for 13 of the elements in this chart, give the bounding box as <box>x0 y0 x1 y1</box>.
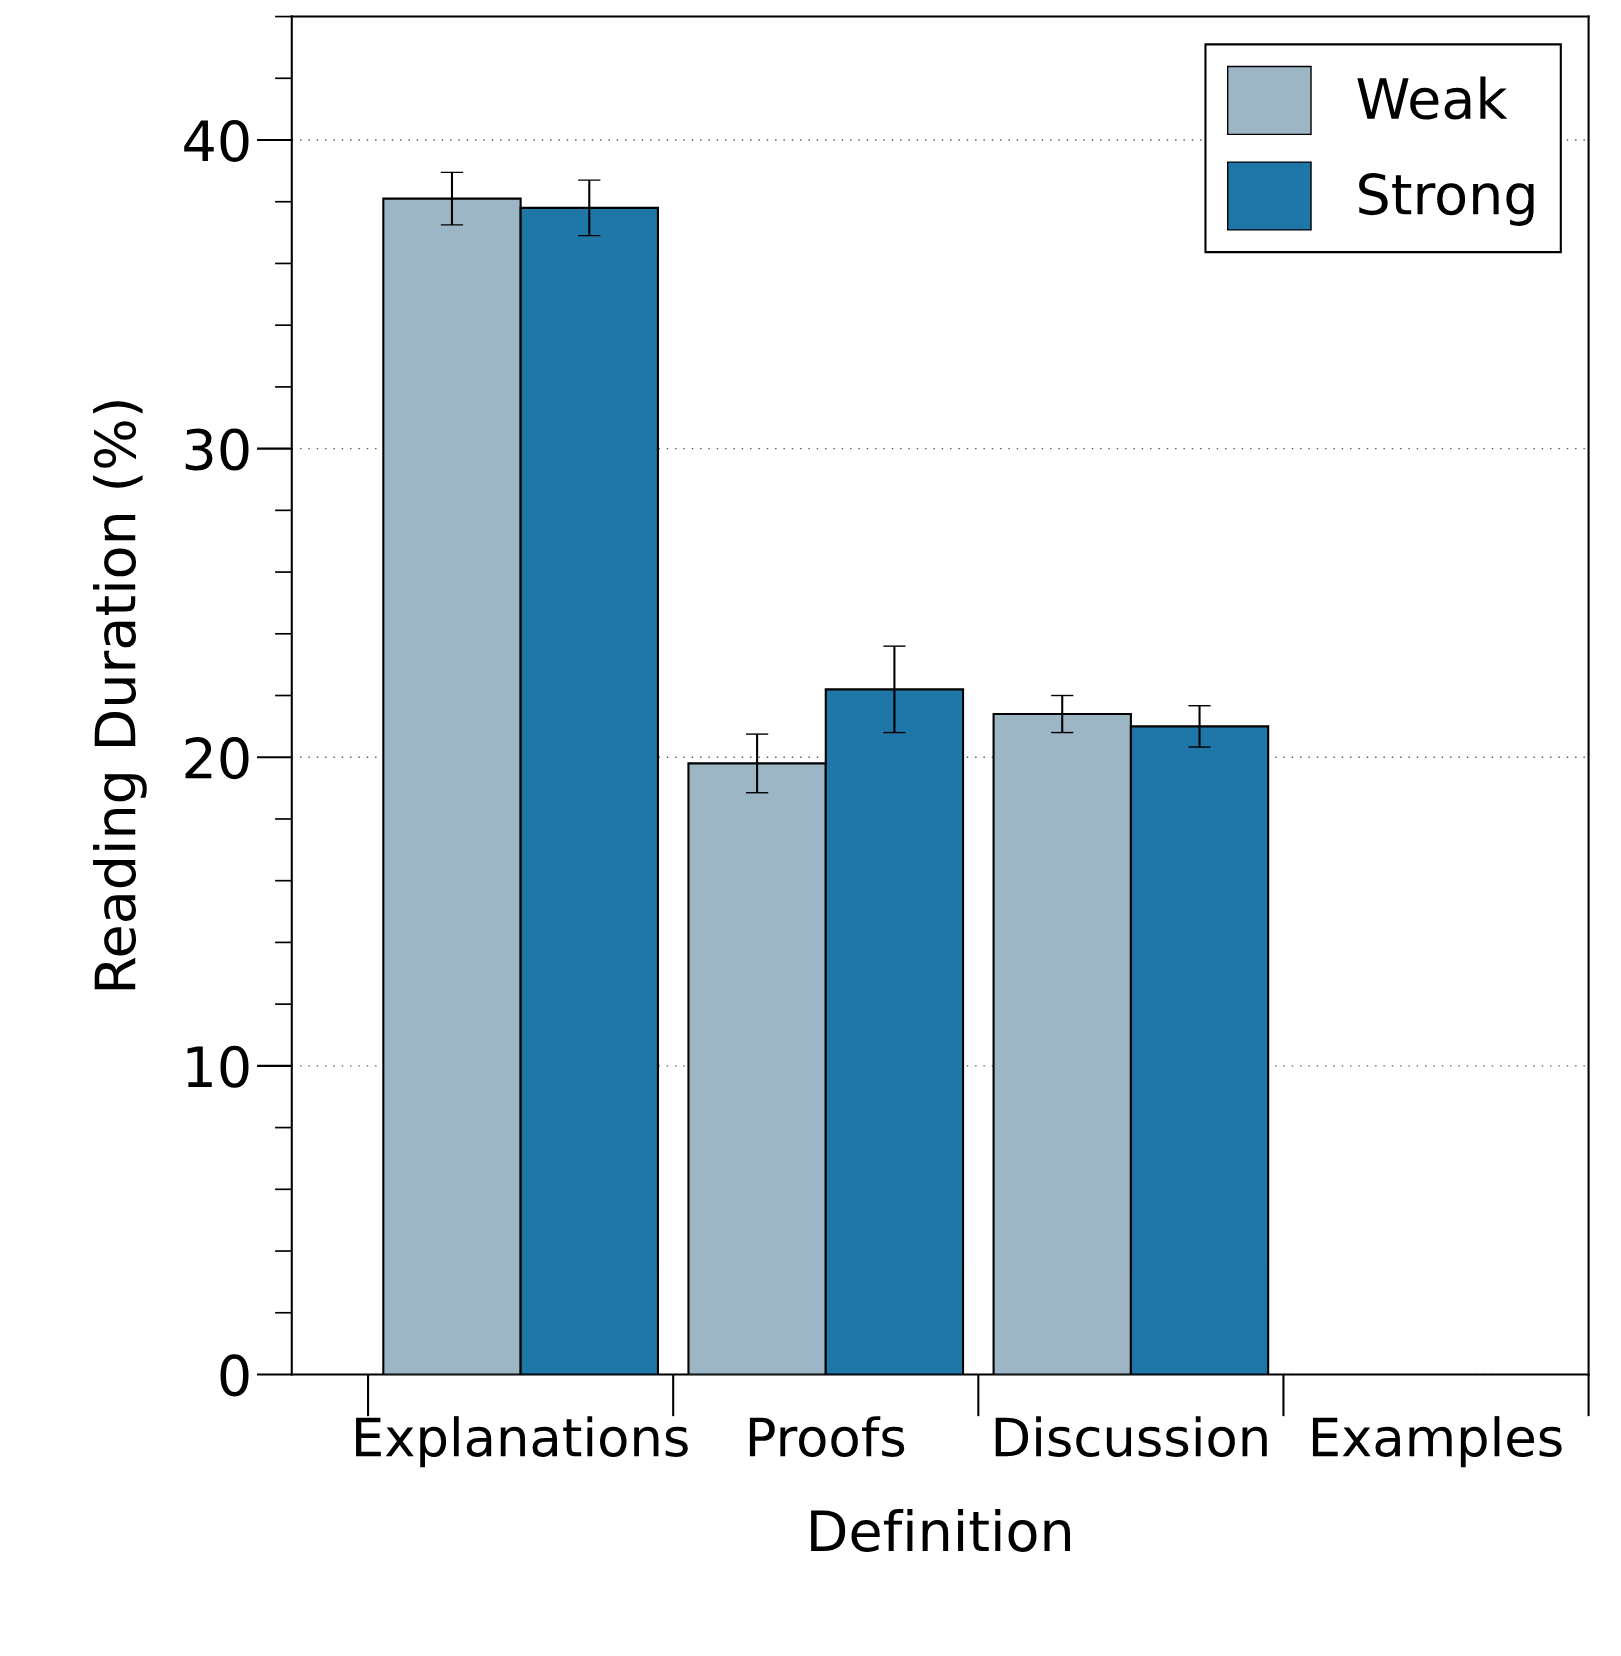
legend-label: Weak <box>1357 76 1508 120</box>
x-tick-label: Explanations <box>356 1416 688 1468</box>
y-axis-title: Reading Duration (%) <box>93 401 147 990</box>
x-axis-title: Definition <box>811 1508 1070 1552</box>
y-tick-label: 20 <box>185 737 249 780</box>
x-tick-label: Discussion <box>995 1416 1267 1457</box>
legend-label: Strong <box>1359 173 1534 226</box>
x-tick-label: Proofs <box>749 1416 905 1457</box>
x-tick-label: Examples <box>1312 1416 1562 1468</box>
y-tick-label: 10 <box>187 1045 249 1088</box>
y-tick-label: 40 <box>184 119 249 162</box>
y-tick-label: 0 <box>220 1354 249 1397</box>
y-tick-label: 30 <box>185 428 249 471</box>
